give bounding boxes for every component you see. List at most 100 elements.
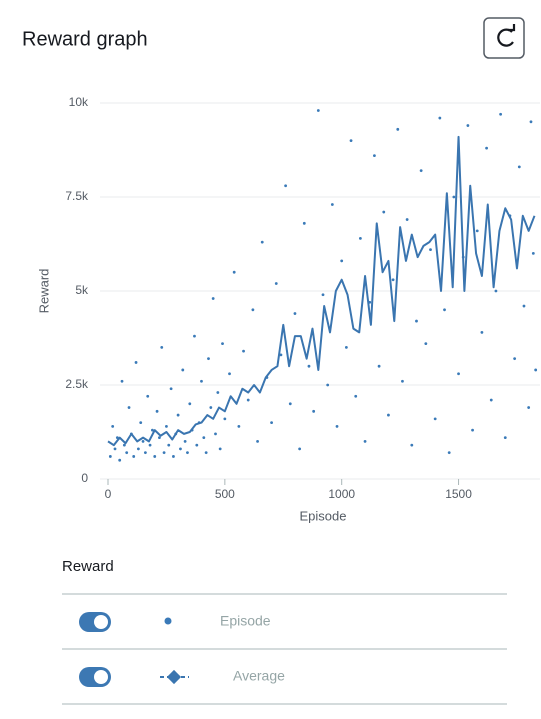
point (433, 417, 437, 421)
point (209, 406, 213, 409)
point (298, 447, 302, 451)
point (158, 436, 161, 440)
point (216, 391, 220, 394)
point (363, 440, 367, 443)
point (274, 282, 278, 285)
point (466, 124, 470, 127)
point (237, 424, 241, 428)
x-tick-label: 1500 (445, 487, 472, 501)
point (522, 304, 526, 308)
point (218, 447, 222, 451)
point (183, 440, 187, 443)
point (471, 428, 474, 432)
point (438, 116, 442, 120)
point (513, 357, 517, 361)
point (160, 346, 164, 349)
point (529, 120, 533, 124)
point (312, 409, 316, 413)
point (349, 139, 353, 143)
point (401, 379, 404, 383)
point (387, 413, 390, 417)
point (127, 406, 131, 409)
legend-line-icon (160, 669, 189, 685)
point (200, 379, 203, 383)
y-tick-label: 0 (81, 471, 88, 485)
point (223, 417, 227, 421)
point (242, 349, 245, 353)
point (270, 421, 273, 424)
point (344, 346, 348, 349)
point (211, 297, 215, 300)
point (485, 146, 488, 150)
point (251, 308, 255, 312)
x-tick-label: 1000 (328, 487, 355, 501)
point (195, 443, 199, 447)
x-tick-label: 500 (215, 487, 235, 501)
point (153, 455, 157, 458)
point (443, 308, 446, 312)
point (279, 353, 283, 357)
point (188, 402, 192, 406)
average-line (107, 135, 536, 447)
point (108, 455, 112, 458)
point (141, 440, 145, 443)
point (232, 270, 236, 274)
point (503, 436, 507, 440)
point (181, 368, 185, 372)
point (424, 342, 428, 346)
point (214, 432, 217, 436)
toggle[interactable] (79, 667, 111, 687)
point (134, 361, 138, 364)
point (316, 109, 320, 112)
y-tick-label: 7.5k (65, 189, 89, 203)
legend-dot-icon (164, 617, 172, 625)
point (419, 169, 423, 173)
point (193, 334, 196, 338)
point (256, 440, 259, 443)
point (429, 248, 432, 252)
point (373, 154, 376, 158)
point (340, 259, 344, 263)
point (179, 447, 182, 451)
point (136, 447, 140, 451)
point (260, 240, 264, 244)
y-tick-label: 5k (75, 283, 89, 297)
point (122, 443, 126, 447)
point (118, 458, 122, 462)
point (307, 364, 311, 368)
refresh-button[interactable] (483, 17, 525, 59)
point (139, 421, 143, 424)
toggle[interactable] (79, 612, 111, 632)
x-axis-label: Episode (300, 508, 347, 523)
point (457, 372, 460, 376)
point (284, 184, 288, 188)
point (111, 424, 115, 428)
point (330, 203, 334, 206)
point (151, 428, 154, 432)
point (517, 165, 521, 169)
point (447, 451, 451, 455)
point (494, 289, 498, 293)
point (405, 218, 409, 221)
point (143, 451, 147, 455)
point (475, 229, 479, 233)
point (358, 236, 362, 240)
point (246, 398, 250, 402)
point (302, 221, 306, 225)
point (148, 443, 152, 447)
point (354, 394, 358, 398)
point (155, 409, 159, 413)
point (396, 127, 400, 131)
point (531, 252, 535, 255)
point (113, 447, 117, 451)
point (172, 455, 175, 458)
y-axis-label: Reward (36, 269, 51, 314)
plot: 0 2.5k 5k 7.5k 10k 0 500 1000 1500 Episode Reward (36, 95, 540, 523)
point (162, 451, 166, 455)
point (221, 342, 224, 346)
point (207, 357, 210, 361)
point (410, 443, 414, 447)
point (202, 436, 206, 440)
point (146, 394, 150, 398)
